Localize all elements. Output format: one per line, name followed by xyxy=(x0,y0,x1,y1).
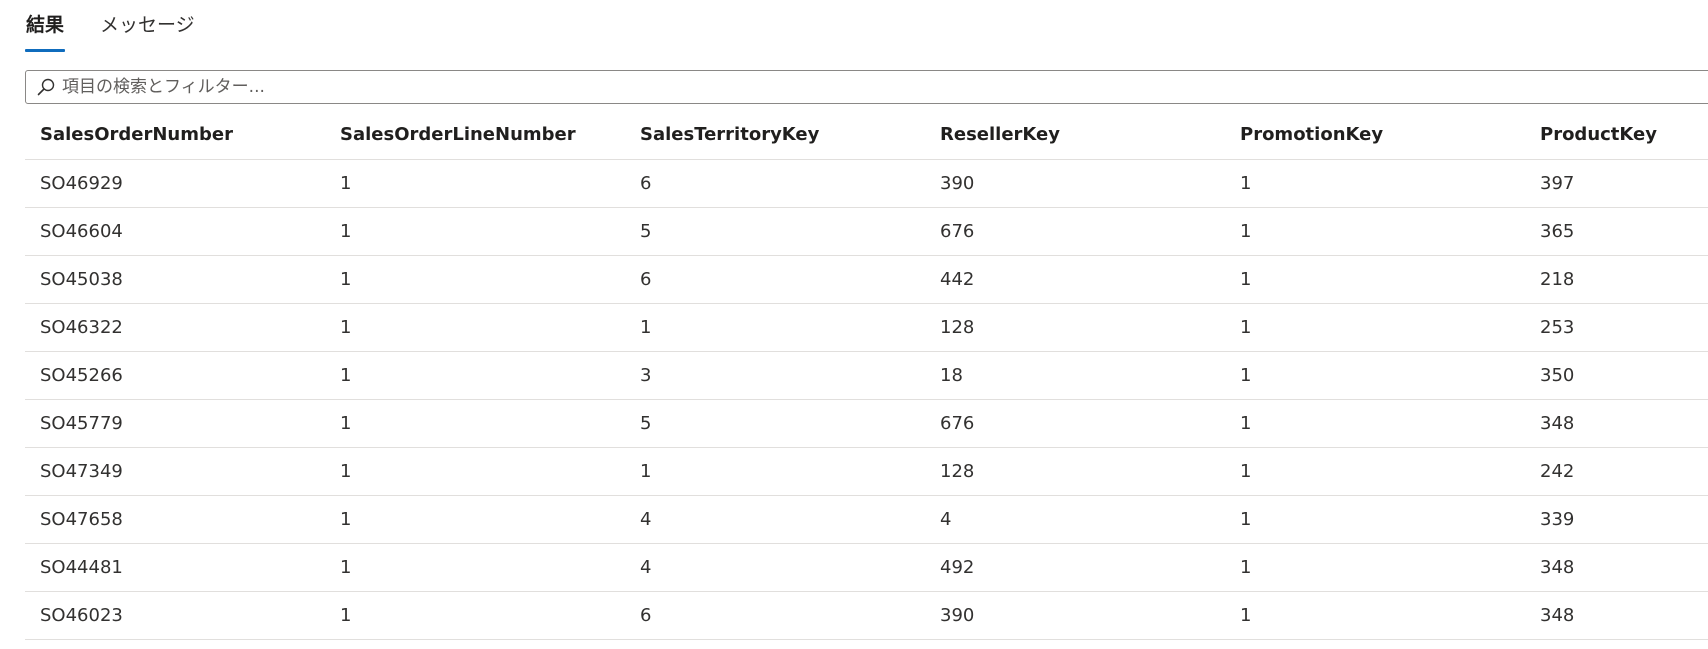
table-cell: 128 xyxy=(940,317,975,338)
tab-bar: 結果 メッセージ xyxy=(25,8,196,52)
table-cell: 1 xyxy=(640,461,652,482)
column-header-sales-order-number[interactable]: SalesOrderNumber xyxy=(40,124,233,145)
table-cell: 4 xyxy=(640,509,652,530)
table-row[interactable]: SO46023 1 6 390 1 348 xyxy=(25,592,1708,640)
table-cell: SO46929 xyxy=(40,173,123,194)
table-cell: 1 xyxy=(1240,365,1252,386)
table-cell: 1 xyxy=(640,317,652,338)
table-cell: 1 xyxy=(340,317,352,338)
table-cell: 350 xyxy=(1540,365,1575,386)
table-cell: 1 xyxy=(1240,413,1252,434)
table-cell: 1 xyxy=(1240,461,1252,482)
table-cell: 1 xyxy=(340,365,352,386)
table-row[interactable]: SO47658 1 4 4 1 339 xyxy=(25,496,1708,544)
table-cell: 1 xyxy=(340,461,352,482)
table-cell: 1 xyxy=(340,557,352,578)
table-cell: 4 xyxy=(640,557,652,578)
search-input[interactable] xyxy=(62,72,1708,102)
table-cell: 1 xyxy=(1240,605,1252,626)
table-cell: 128 xyxy=(940,461,975,482)
column-header-product-key[interactable]: ProductKey xyxy=(1540,124,1657,145)
table-cell: SO45266 xyxy=(40,365,123,386)
search-box[interactable] xyxy=(25,70,1708,104)
table-cell: 5 xyxy=(640,413,652,434)
table-cell: SO45779 xyxy=(40,413,123,434)
table-cell: SO46604 xyxy=(40,221,123,242)
table-cell: 6 xyxy=(640,605,652,626)
table-cell: 6 xyxy=(640,269,652,290)
table-cell: SO47658 xyxy=(40,509,123,530)
column-header-sales-order-line-number[interactable]: SalesOrderLineNumber xyxy=(340,124,576,145)
table-row[interactable]: SO46322 1 1 128 1 253 xyxy=(25,304,1708,352)
table-cell: 1 xyxy=(340,221,352,242)
table-cell: 242 xyxy=(1540,461,1575,482)
table-cell: 1 xyxy=(1240,317,1252,338)
column-header-reseller-key[interactable]: ResellerKey xyxy=(940,124,1060,145)
table-cell: SO44481 xyxy=(40,557,123,578)
table-cell: 492 xyxy=(940,557,975,578)
table-cell: 365 xyxy=(1540,221,1575,242)
column-header-sales-territory-key[interactable]: SalesTerritoryKey xyxy=(640,124,820,145)
table-cell: SO46023 xyxy=(40,605,123,626)
table-cell: 4 xyxy=(940,509,952,530)
table-cell: 348 xyxy=(1540,557,1575,578)
table-cell: 676 xyxy=(940,413,975,434)
table-cell: SO46322 xyxy=(40,317,123,338)
table-cell: 218 xyxy=(1540,269,1575,290)
tab-messages[interactable]: メッセージ xyxy=(100,14,195,36)
table-cell: 1 xyxy=(340,605,352,626)
table-row[interactable]: SO46604 1 5 676 1 365 xyxy=(25,208,1708,256)
table-cell: 397 xyxy=(1540,173,1575,194)
table-row[interactable]: SO46929 1 6 390 1 397 xyxy=(25,160,1708,208)
table-cell: 1 xyxy=(340,173,352,194)
table-header: SalesOrderNumber SalesOrderLineNumber Sa… xyxy=(25,110,1708,160)
table-cell: SO45038 xyxy=(40,269,123,290)
table-cell: 1 xyxy=(1240,557,1252,578)
table-cell: 1 xyxy=(1240,269,1252,290)
tab-results[interactable]: 結果 xyxy=(25,8,66,52)
table-cell: 3 xyxy=(640,365,652,386)
table-cell: 1 xyxy=(340,413,352,434)
table-cell: 5 xyxy=(640,221,652,242)
search-icon xyxy=(35,76,57,98)
table-cell: 1 xyxy=(340,269,352,290)
table-cell: 390 xyxy=(940,605,975,626)
table-cell: 1 xyxy=(1240,173,1252,194)
table-row[interactable]: SO45038 1 6 442 1 218 xyxy=(25,256,1708,304)
table-cell: 1 xyxy=(340,509,352,530)
table-cell: 348 xyxy=(1540,413,1575,434)
results-table: SalesOrderNumber SalesOrderLineNumber Sa… xyxy=(25,110,1708,640)
column-header-promotion-key[interactable]: PromotionKey xyxy=(1240,124,1384,145)
table-cell: 18 xyxy=(940,365,963,386)
table-cell: 1 xyxy=(1240,221,1252,242)
table-cell: 442 xyxy=(940,269,975,290)
table-cell: 6 xyxy=(640,173,652,194)
table-row[interactable]: SO45779 1 5 676 1 348 xyxy=(25,400,1708,448)
table-row[interactable]: SO47349 1 1 128 1 242 xyxy=(25,448,1708,496)
table-cell: 348 xyxy=(1540,605,1575,626)
table-cell: 339 xyxy=(1540,509,1575,530)
table-cell: 1 xyxy=(1240,509,1252,530)
table-row[interactable]: SO44481 1 4 492 1 348 xyxy=(25,544,1708,592)
table-cell: 253 xyxy=(1540,317,1575,338)
table-cell: SO47349 xyxy=(40,461,123,482)
table-cell: 390 xyxy=(940,173,975,194)
table-row[interactable]: SO45266 1 3 18 1 350 xyxy=(25,352,1708,400)
table-cell: 676 xyxy=(940,221,975,242)
